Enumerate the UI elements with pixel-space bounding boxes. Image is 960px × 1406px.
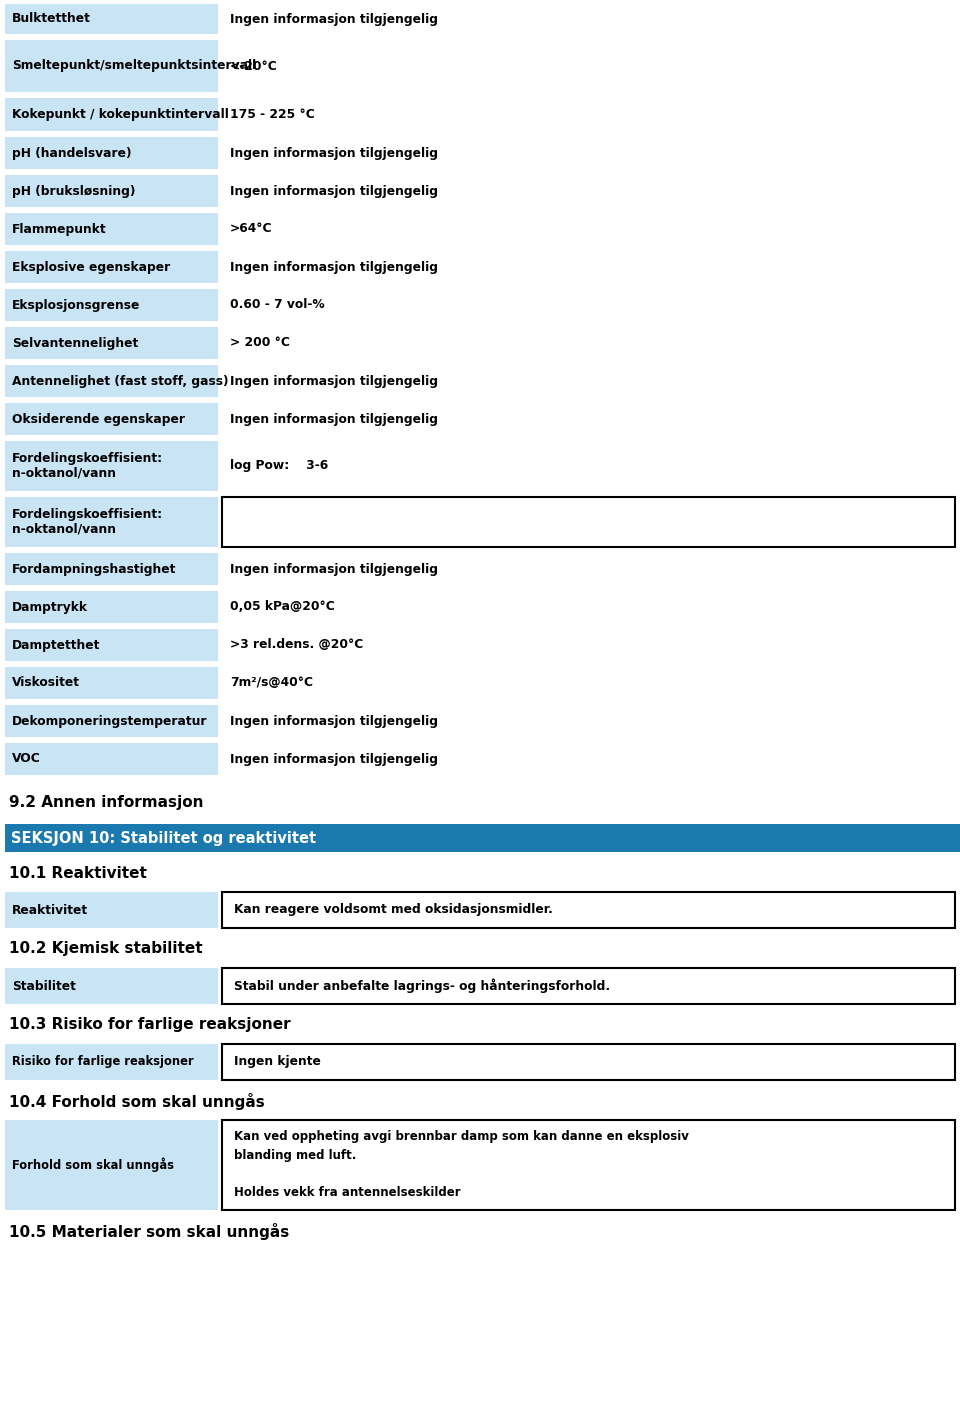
Text: Smeltepunkt/smeltepunktsintervall: Smeltepunkt/smeltepunktsintervall [12, 59, 256, 73]
Text: Antennelighet (fast stoff, gass): Antennelighet (fast stoff, gass) [12, 374, 228, 388]
Text: Eksplosjonsgrense: Eksplosjonsgrense [12, 298, 140, 312]
Bar [5, 252, 218, 283]
Text: Stabilitet: Stabilitet [12, 980, 76, 993]
Text: Stabil under anbefalte lagrings- og hånteringsforhold.: Stabil under anbefalte lagrings- og hånt… [234, 979, 611, 993]
Bar [5, 136, 218, 169]
Bar [5, 742, 218, 775]
Text: Ingen informasjon tilgjengelig: Ingen informasjon tilgjengelig [230, 13, 438, 25]
Bar [5, 496, 218, 547]
Text: pH (bruksløsning): pH (bruksløsning) [12, 184, 135, 197]
Text: pH (handelsvare): pH (handelsvare) [12, 146, 132, 159]
Text: Fordelingskoeffisient:
n-oktanol/vann: Fordelingskoeffisient: n-oktanol/vann [12, 451, 163, 479]
Text: Bulktetthet: Bulktetthet [12, 13, 91, 25]
Bar [5, 824, 960, 852]
Text: > 200 °C: > 200 °C [230, 336, 290, 350]
Text: Ingen informasjon tilgjengelig: Ingen informasjon tilgjengelig [230, 184, 438, 197]
Bar [222, 496, 955, 547]
Text: Ingen informasjon tilgjengelig: Ingen informasjon tilgjengelig [230, 714, 438, 727]
Text: 7m²/s@40°C: 7m²/s@40°C [230, 676, 313, 689]
Text: Dekomponeringstemperatur: Dekomponeringstemperatur [12, 714, 207, 727]
Text: 10.3 Risiko for farlige reaksjoner: 10.3 Risiko for farlige reaksjoner [9, 1018, 291, 1032]
Text: Ingen informasjon tilgjengelig: Ingen informasjon tilgjengelig [230, 752, 438, 765]
Text: 0,05 kPa@20°C: 0,05 kPa@20°C [230, 600, 335, 613]
Text: Flammepunkt: Flammepunkt [12, 222, 107, 235]
Bar [222, 1121, 955, 1211]
Text: <-20°C: <-20°C [230, 59, 277, 73]
Text: Fordelingskoeffisient:
n-oktanol/vann: Fordelingskoeffisient: n-oktanol/vann [12, 508, 163, 536]
Bar [5, 4, 218, 34]
Bar [5, 666, 218, 699]
Bar [5, 441, 218, 491]
Text: Oksiderende egenskaper: Oksiderende egenskaper [12, 412, 185, 426]
Text: >64°C: >64°C [230, 222, 273, 235]
Text: Ingen informasjon tilgjengelig: Ingen informasjon tilgjengelig [230, 260, 438, 274]
Text: Ingen informasjon tilgjengelig: Ingen informasjon tilgjengelig [230, 412, 438, 426]
Text: log Pow:    3-6: log Pow: 3-6 [230, 460, 328, 472]
Bar [5, 174, 218, 207]
Bar [5, 290, 218, 321]
Text: >3 rel.dens. @20°C: >3 rel.dens. @20°C [230, 638, 363, 651]
Text: Forhold som skal unngås: Forhold som skal unngås [12, 1157, 174, 1173]
Bar [5, 1045, 218, 1080]
Text: VOC: VOC [12, 752, 40, 765]
Text: Ingen informasjon tilgjengelig: Ingen informasjon tilgjengelig [230, 374, 438, 388]
Bar [5, 328, 218, 359]
Text: 10.5 Materialer som skal unngås: 10.5 Materialer som skal unngås [9, 1222, 289, 1240]
Text: SEKSJON 10: Stabilitet og reaktivitet: SEKSJON 10: Stabilitet og reaktivitet [11, 831, 316, 845]
Bar [5, 1121, 218, 1211]
Text: Kan ved oppheting avgi brennbar damp som kan danne en eksplosiv
blanding med luf: Kan ved oppheting avgi brennbar damp som… [234, 1130, 689, 1198]
Text: Kan reagere voldsomt med oksidasjonsmidler.: Kan reagere voldsomt med oksidasjonsmidl… [234, 904, 553, 917]
Bar [222, 1045, 955, 1080]
Bar [222, 891, 955, 928]
Text: Ingen informasjon tilgjengelig: Ingen informasjon tilgjengelig [230, 146, 438, 159]
Text: Kokepunkt / kokepunktintervall: Kokepunkt / kokepunktintervall [12, 108, 228, 121]
Text: 0.60 - 7 vol-%: 0.60 - 7 vol-% [230, 298, 324, 312]
Bar [5, 628, 218, 661]
Text: Fordampningshastighet: Fordampningshastighet [12, 562, 177, 575]
Text: Risiko for farlige reaksjoner: Risiko for farlige reaksjoner [12, 1056, 194, 1069]
Bar [5, 98, 218, 131]
Text: Damptetthet: Damptetthet [12, 638, 101, 651]
Text: 10.2 Kjemisk stabilitet: 10.2 Kjemisk stabilitet [9, 942, 203, 956]
Bar [5, 891, 218, 928]
Text: Reaktivitet: Reaktivitet [12, 904, 88, 917]
Bar [222, 967, 955, 1004]
Bar [5, 967, 218, 1004]
Text: Ingen kjente: Ingen kjente [234, 1056, 321, 1069]
Text: 10.4 Forhold som skal unngås: 10.4 Forhold som skal unngås [9, 1092, 265, 1109]
Text: Selvantennelighet: Selvantennelighet [12, 336, 138, 350]
Text: Viskositet: Viskositet [12, 676, 80, 689]
Text: 175 - 225 °C: 175 - 225 °C [230, 108, 315, 121]
Bar [5, 212, 218, 245]
Bar [5, 591, 218, 623]
Bar [5, 366, 218, 396]
Bar [5, 39, 218, 91]
Text: 9.2 Annen informasjon: 9.2 Annen informasjon [9, 794, 204, 810]
Text: 10.1 Reaktivitet: 10.1 Reaktivitet [9, 866, 147, 880]
Text: Damptrykk: Damptrykk [12, 600, 88, 613]
Text: Eksplosive egenskaper: Eksplosive egenskaper [12, 260, 170, 274]
Bar [5, 404, 218, 434]
Text: Ingen informasjon tilgjengelig: Ingen informasjon tilgjengelig [230, 562, 438, 575]
Bar [5, 553, 218, 585]
Bar [5, 704, 218, 737]
